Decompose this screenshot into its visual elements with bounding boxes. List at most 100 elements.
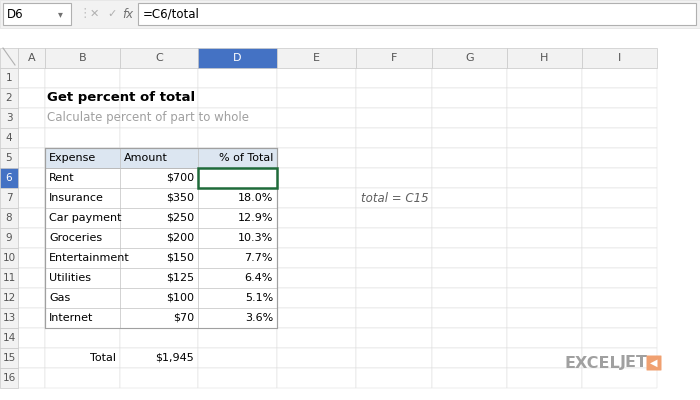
Bar <box>120 208 198 228</box>
Bar <box>0 328 18 348</box>
Bar <box>277 288 356 308</box>
Bar <box>120 88 198 108</box>
Text: 36.0%: 36.0% <box>238 173 273 183</box>
Bar <box>18 308 45 328</box>
Bar <box>507 128 582 148</box>
Bar <box>507 188 582 208</box>
Bar <box>18 288 45 308</box>
Text: 3.6%: 3.6% <box>245 313 273 323</box>
Bar <box>356 68 432 88</box>
Text: $350: $350 <box>166 193 194 203</box>
Bar <box>432 128 507 148</box>
Text: EXCEL: EXCEL <box>565 356 621 370</box>
Bar <box>432 328 507 348</box>
Text: $100: $100 <box>166 293 194 303</box>
Text: 5: 5 <box>6 153 13 163</box>
Bar <box>277 108 356 128</box>
Bar <box>198 148 277 168</box>
Text: $150: $150 <box>166 253 194 263</box>
Bar <box>582 208 657 228</box>
Bar <box>507 208 582 228</box>
Text: Utilities: Utilities <box>49 273 91 283</box>
Bar <box>198 288 277 308</box>
Text: ✓: ✓ <box>107 9 116 19</box>
Bar <box>432 228 507 248</box>
Bar <box>507 288 582 308</box>
Text: D6: D6 <box>7 8 24 20</box>
Text: % of Total: % of Total <box>218 153 273 163</box>
Bar <box>18 68 45 88</box>
Text: E: E <box>313 53 320 63</box>
Bar <box>507 248 582 268</box>
Bar <box>432 368 507 388</box>
Bar <box>120 368 198 388</box>
Text: total = C15: total = C15 <box>361 192 428 204</box>
Bar <box>45 48 120 68</box>
Text: 8: 8 <box>6 213 13 223</box>
Bar <box>0 168 18 188</box>
Text: Entertainment: Entertainment <box>49 253 130 263</box>
Text: A: A <box>28 53 35 63</box>
Bar <box>277 228 356 248</box>
Text: 10: 10 <box>2 253 15 263</box>
Bar <box>45 148 277 168</box>
Bar <box>120 308 198 328</box>
Bar <box>277 88 356 108</box>
Bar <box>507 228 582 248</box>
Bar <box>356 208 432 228</box>
Bar <box>0 228 18 248</box>
Bar <box>277 348 356 368</box>
Bar <box>0 128 18 148</box>
Bar <box>356 228 432 248</box>
Bar <box>507 268 582 288</box>
Text: 18.0%: 18.0% <box>237 193 273 203</box>
Bar <box>0 348 18 368</box>
Bar <box>120 48 198 68</box>
Bar <box>582 288 657 308</box>
Bar <box>507 308 582 328</box>
Text: $125: $125 <box>166 273 194 283</box>
Text: 1: 1 <box>6 73 13 83</box>
Bar <box>18 148 45 168</box>
Bar <box>45 308 120 328</box>
Bar <box>198 208 277 228</box>
Bar <box>45 168 120 188</box>
Bar <box>18 48 45 68</box>
Text: 6: 6 <box>6 173 13 183</box>
Bar <box>45 68 120 88</box>
Bar <box>198 268 277 288</box>
Text: Internet: Internet <box>49 313 93 323</box>
Text: F: F <box>391 53 397 63</box>
Bar <box>18 128 45 148</box>
Text: =C6/total: =C6/total <box>143 8 200 20</box>
Bar <box>45 228 120 248</box>
Bar <box>45 188 120 208</box>
Text: $70: $70 <box>173 313 194 323</box>
Bar <box>45 348 120 368</box>
Bar <box>356 88 432 108</box>
Bar <box>45 148 277 328</box>
Bar <box>45 148 120 168</box>
Bar <box>432 148 507 168</box>
Bar <box>120 168 198 188</box>
Bar <box>198 128 277 148</box>
Bar <box>582 328 657 348</box>
Bar <box>198 108 277 128</box>
Text: 10.3%: 10.3% <box>238 233 273 243</box>
Bar <box>18 228 45 248</box>
Bar <box>198 168 277 188</box>
Bar <box>432 208 507 228</box>
Text: 11: 11 <box>2 273 15 283</box>
Bar <box>0 308 18 328</box>
Bar <box>432 48 507 68</box>
Bar <box>198 48 277 68</box>
Bar <box>198 328 277 348</box>
Bar <box>356 48 432 68</box>
Bar <box>120 188 198 208</box>
Bar <box>582 348 657 368</box>
Text: I: I <box>618 53 621 63</box>
Bar <box>198 348 277 368</box>
Bar <box>507 68 582 88</box>
Bar <box>120 288 198 308</box>
Bar <box>198 308 277 328</box>
